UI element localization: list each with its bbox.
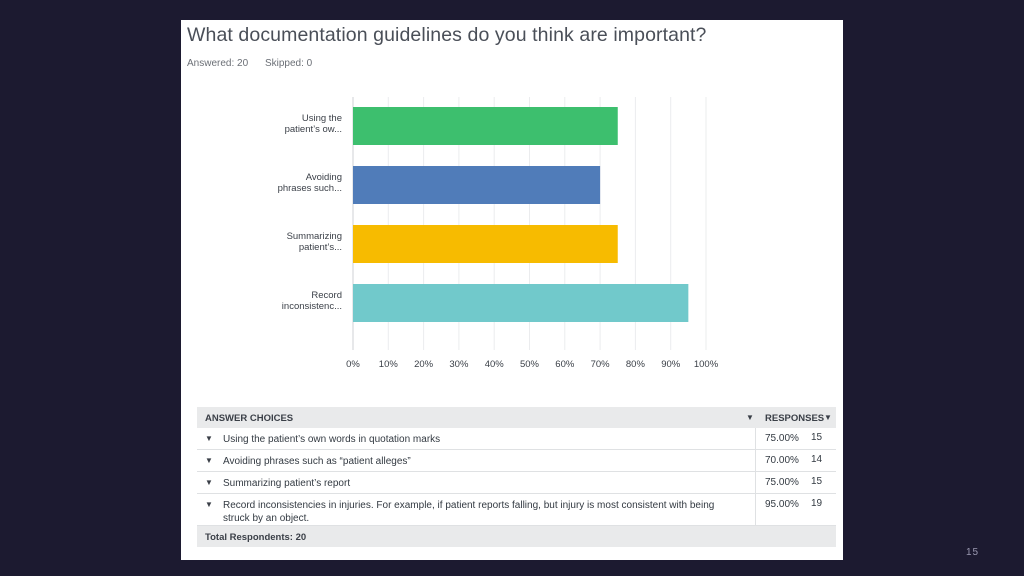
- table-row[interactable]: ▼ Avoiding phrases such as “patient alleg…: [197, 450, 836, 472]
- x-tick-label: 10%: [379, 359, 399, 370]
- header-answer-choices[interactable]: ANSWER CHOICES: [205, 413, 294, 424]
- total-respondents: Total Respondents: 20: [205, 532, 307, 543]
- skipped-count: Skipped: 0: [264, 58, 313, 69]
- answered-count: Answered: 20: [187, 58, 249, 69]
- x-tick-label: 100%: [694, 359, 719, 370]
- response-count: 15: [811, 476, 823, 487]
- table-header: ANSWER CHOICES ▼ RESPONSES ▼: [197, 407, 836, 428]
- answer-choice-text: Avoiding phrases such as “patient allege…: [223, 456, 411, 467]
- answer-choice-text: Using the patient’s own words in quotati…: [223, 434, 441, 445]
- x-tick-label: 90%: [661, 359, 681, 370]
- sort-caret-icon[interactable]: ▼: [746, 413, 754, 422]
- column-divider: [755, 450, 756, 471]
- bar[interactable]: [353, 166, 601, 204]
- category-label: phrases such...: [278, 183, 342, 194]
- bar[interactable]: [353, 107, 618, 145]
- response-percent: 75.00%: [765, 477, 799, 488]
- response-count: 15: [811, 432, 823, 443]
- bar[interactable]: [353, 284, 689, 322]
- x-tick-label: 20%: [414, 359, 434, 370]
- slide-page-number: 15: [966, 547, 980, 558]
- table-row[interactable]: ▼ Using the patient’s own words in quotat…: [197, 428, 836, 450]
- response-count: 14: [811, 454, 823, 465]
- category-label: inconsistenc...: [282, 301, 342, 312]
- x-tick-label: 30%: [449, 359, 469, 370]
- bar[interactable]: [353, 225, 618, 263]
- x-tick-label: 50%: [520, 359, 540, 370]
- header-responses[interactable]: RESPONSES: [765, 413, 825, 424]
- response-percent: 75.00%: [765, 433, 799, 444]
- survey-card: What documentation guidelines do you thi…: [181, 20, 843, 560]
- chart-x-ticks: 0% 10% 20% 30% 40% 50% 60% 70% 80% 90% 100%: [346, 359, 719, 370]
- sort-caret-icon[interactable]: ▼: [824, 413, 832, 422]
- response-percent: 95.00%: [765, 499, 799, 510]
- x-tick-label: 60%: [555, 359, 575, 370]
- question-title: What documentation guidelines do you thi…: [187, 24, 707, 46]
- column-divider: [755, 428, 756, 449]
- table-row[interactable]: ▼ Summarizing patient’s report 75.00% 15: [197, 472, 836, 494]
- category-label: Record: [311, 290, 342, 301]
- x-tick-label: 40%: [485, 359, 505, 370]
- expand-caret-icon[interactable]: ▼: [205, 456, 213, 465]
- table-row[interactable]: ▼ Record inconsistencies in injuries. For…: [197, 494, 836, 526]
- category-label: Avoiding: [306, 172, 342, 183]
- question-meta: Answered: 20 Skipped: 0: [187, 58, 326, 69]
- response-count: 19: [811, 498, 823, 509]
- table-body: ▼ Using the patient’s own words in quotat…: [197, 428, 836, 526]
- x-tick-label: 0%: [346, 359, 360, 370]
- category-label: patient’s...: [299, 242, 342, 253]
- column-divider: [755, 494, 756, 525]
- answer-choice-text: Record inconsistencies in injuries. For …: [223, 500, 715, 524]
- chart-bars: [353, 107, 689, 322]
- category-label: Using the: [302, 113, 342, 124]
- responses-table: ANSWER CHOICES ▼ RESPONSES ▼ ▼ Using the …: [197, 407, 836, 547]
- category-label: patient’s ow...: [285, 124, 342, 135]
- response-percent: 70.00%: [765, 455, 799, 466]
- category-label: Summarizing: [287, 231, 342, 242]
- expand-caret-icon[interactable]: ▼: [205, 478, 213, 487]
- expand-caret-icon[interactable]: ▼: [205, 434, 213, 443]
- table-footer: Total Respondents: 20: [197, 526, 836, 547]
- expand-caret-icon[interactable]: ▼: [205, 500, 213, 509]
- answer-choice-text: Summarizing patient’s report: [223, 478, 351, 489]
- x-tick-label: 70%: [591, 359, 611, 370]
- x-tick-label: 80%: [626, 359, 646, 370]
- column-divider: [755, 472, 756, 493]
